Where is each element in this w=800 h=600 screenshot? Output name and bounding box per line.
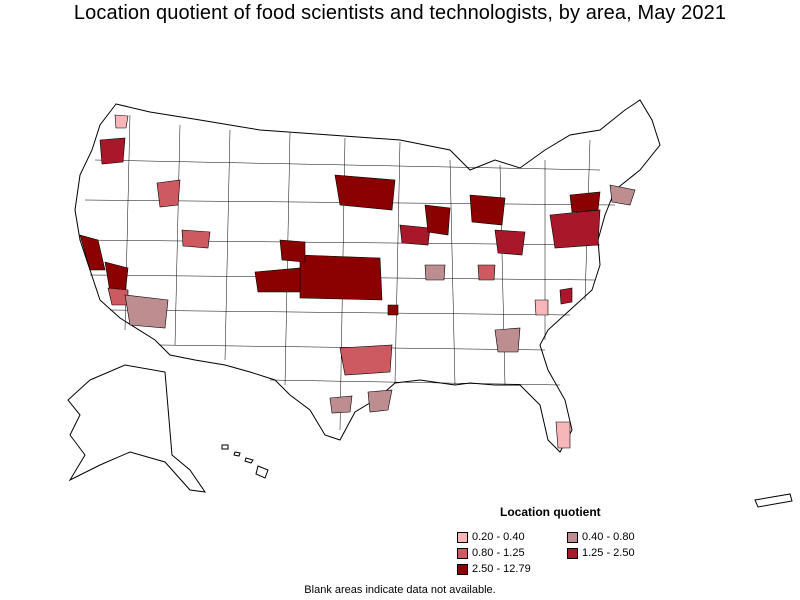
- shaded-areas: [79, 114, 636, 449]
- legend-swatch: [457, 563, 468, 575]
- area-nebraska: [279, 239, 306, 263]
- legend-item-1: 0.40 - 0.80: [567, 531, 635, 543]
- area-oregon: [99, 137, 126, 165]
- legend-item-3: 1.25 - 2.50: [567, 547, 635, 559]
- area-virginia: [559, 287, 573, 305]
- area-ohio: [494, 229, 526, 256]
- legend-swatch: [457, 531, 468, 543]
- area-california-south: [124, 294, 169, 329]
- puerto-rico-outline: [754, 493, 793, 508]
- legend-swatch: [567, 531, 578, 543]
- legend-item-4: 2.50 - 12.79: [457, 563, 531, 575]
- alaska-outline: [67, 364, 207, 493]
- area-texas-coast: [367, 389, 393, 413]
- area-oklahoma-arkansas: [339, 344, 393, 376]
- area-colorado-east: [254, 267, 301, 293]
- legend-label: 0.80 - 1.25: [472, 547, 525, 559]
- area-iowa: [399, 224, 431, 246]
- area-washington: [114, 114, 129, 129]
- legend-label: 1.25 - 2.50: [582, 547, 635, 559]
- area-kentucky: [477, 264, 496, 281]
- area-missouri: [424, 264, 446, 281]
- legend-label: 2.50 - 12.79: [472, 563, 531, 575]
- area-florida: [555, 421, 571, 449]
- area-texas-central: [329, 395, 353, 414]
- map-title: Location quotient of food scientists and…: [73, 2, 727, 24]
- legend-item-0: 0.20 - 0.40: [457, 531, 525, 543]
- area-minnesota: [334, 174, 396, 211]
- legend-swatch: [457, 547, 468, 559]
- area-wisconsin: [424, 204, 451, 236]
- area-new-york: [569, 191, 601, 213]
- footnote: Blank areas indicate data not available.: [304, 584, 496, 596]
- area-northeast: [609, 184, 636, 206]
- area-michigan: [469, 194, 506, 226]
- legend-title: Location quotient: [500, 505, 601, 519]
- legend-item-2: 0.80 - 1.25: [457, 547, 525, 559]
- area-kansas: [299, 254, 383, 301]
- hawaii-islands: [221, 444, 269, 479]
- area-georgia: [494, 327, 521, 353]
- area-carolinas: [534, 299, 549, 316]
- area-arkansas: [387, 304, 399, 316]
- area-utah: [181, 229, 211, 249]
- area-idaho: [156, 179, 181, 208]
- legend-label: 0.40 - 0.80: [582, 531, 635, 543]
- legend-label: 0.20 - 0.40: [472, 531, 525, 543]
- area-california-north: [79, 234, 106, 271]
- legend-swatch: [567, 547, 578, 559]
- area-pennsylvania: [549, 209, 601, 249]
